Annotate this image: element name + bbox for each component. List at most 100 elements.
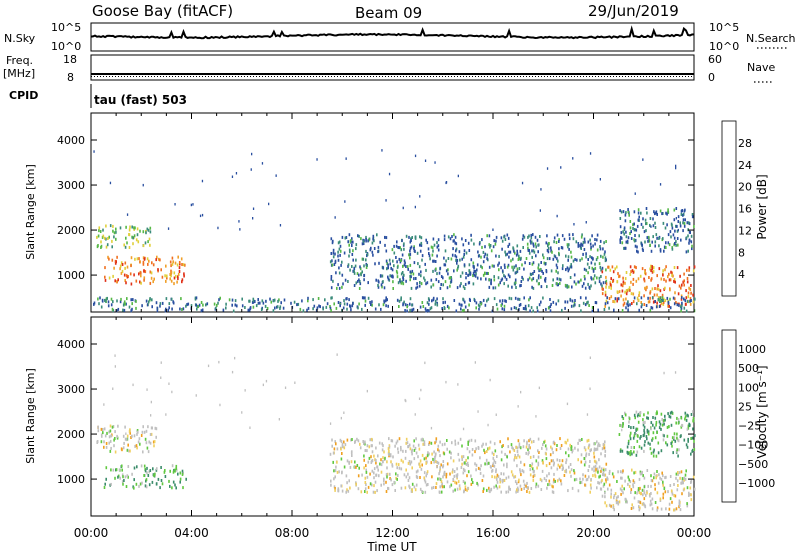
power-cell	[217, 226, 219, 230]
vel-cell	[587, 446, 590, 450]
power-cell	[674, 297, 676, 301]
power-cell	[558, 240, 560, 243]
vel-cell	[476, 481, 478, 485]
power-cell	[616, 290, 619, 294]
power-cell	[397, 281, 400, 285]
vel-cell	[467, 464, 469, 467]
power-cell	[365, 266, 368, 269]
vel-cell	[608, 472, 611, 475]
power-cell	[532, 249, 535, 253]
power-cell	[572, 304, 575, 308]
power-cell	[414, 154, 417, 158]
vel-cell	[560, 444, 563, 447]
power-cell	[454, 235, 457, 239]
power-cell	[612, 280, 614, 283]
freq-strip-panel: Freq. [MHz] 18 8 60 0 Nave	[3, 53, 775, 84]
vel-cell	[407, 461, 410, 465]
vel-cell	[423, 443, 426, 446]
power-cell	[584, 277, 586, 281]
power-cell	[622, 298, 625, 302]
power-cell	[129, 225, 131, 229]
vel-cell	[642, 434, 645, 438]
vel-cell	[172, 480, 175, 484]
vel-cell	[650, 421, 653, 425]
power-cell	[467, 273, 470, 277]
power-cell	[332, 248, 335, 252]
vel-cell	[335, 442, 337, 446]
vel-cell	[558, 459, 561, 463]
power-cell	[673, 208, 676, 212]
power-cell	[177, 255, 179, 259]
vel-cell	[376, 465, 378, 469]
power-cell	[640, 296, 643, 300]
power-cell	[431, 246, 434, 250]
power-cell	[411, 308, 413, 312]
power-cell	[512, 257, 514, 261]
power-cell	[620, 236, 623, 240]
power-cell	[217, 301, 219, 305]
vel-cell	[511, 446, 513, 450]
power-cell	[419, 281, 421, 284]
power-cell	[465, 276, 467, 280]
power-cell	[528, 298, 530, 302]
power-cell	[302, 309, 305, 313]
vel-cell	[612, 504, 615, 508]
power-cell	[635, 228, 638, 232]
vel-cell	[535, 485, 537, 489]
vel-cell	[378, 441, 381, 445]
power-cell	[527, 304, 530, 308]
power-cell	[349, 304, 351, 308]
vel-cell	[538, 386, 540, 390]
power-cell	[157, 268, 159, 272]
power-cell	[693, 265, 696, 269]
power-cell	[494, 242, 497, 246]
power-cell	[413, 246, 415, 250]
power-cell	[272, 299, 275, 303]
vel-cell	[636, 414, 639, 418]
power-cell	[234, 299, 237, 303]
power-cell	[675, 301, 677, 304]
vel-cell	[366, 389, 368, 393]
vel-cell	[406, 441, 409, 445]
vel-cell	[579, 481, 581, 485]
power-cell	[663, 249, 665, 253]
vel-cell	[487, 461, 490, 465]
vel-cell	[430, 426, 433, 430]
vel-cell	[495, 470, 497, 474]
power-cell	[142, 183, 144, 187]
power-cell	[656, 287, 658, 291]
power-cell	[462, 243, 465, 247]
vel-cell	[408, 484, 410, 488]
vel-cell	[541, 469, 544, 473]
vel-cell	[440, 463, 442, 467]
power-cell	[409, 252, 412, 256]
vel-cell	[643, 489, 645, 493]
vel-cell	[634, 416, 636, 420]
power-cell	[508, 242, 511, 246]
power-cell	[534, 235, 537, 239]
vel-cell	[624, 411, 626, 415]
vel-cell	[356, 464, 359, 467]
power-cell	[671, 226, 674, 230]
power-cell	[276, 305, 278, 309]
vel-cell	[443, 452, 446, 456]
vel-cell	[628, 420, 630, 424]
vel-cell	[140, 434, 143, 437]
vel-cell	[503, 463, 505, 467]
vel-cell	[141, 481, 143, 485]
vel-cell	[461, 455, 463, 459]
vel-cell	[420, 388, 422, 392]
vel-cell	[683, 438, 686, 442]
vel-cell	[541, 446, 543, 450]
power-cell	[488, 234, 491, 238]
power-cell	[410, 286, 413, 290]
power-cell	[451, 235, 453, 238]
power-cell	[654, 244, 656, 248]
power-cell	[409, 270, 412, 274]
vel-cell	[129, 431, 131, 435]
power-cell	[585, 252, 587, 256]
power-cell	[616, 265, 618, 269]
power-cell	[517, 258, 520, 261]
vel-cell	[669, 411, 672, 415]
power-cell	[206, 302, 209, 306]
